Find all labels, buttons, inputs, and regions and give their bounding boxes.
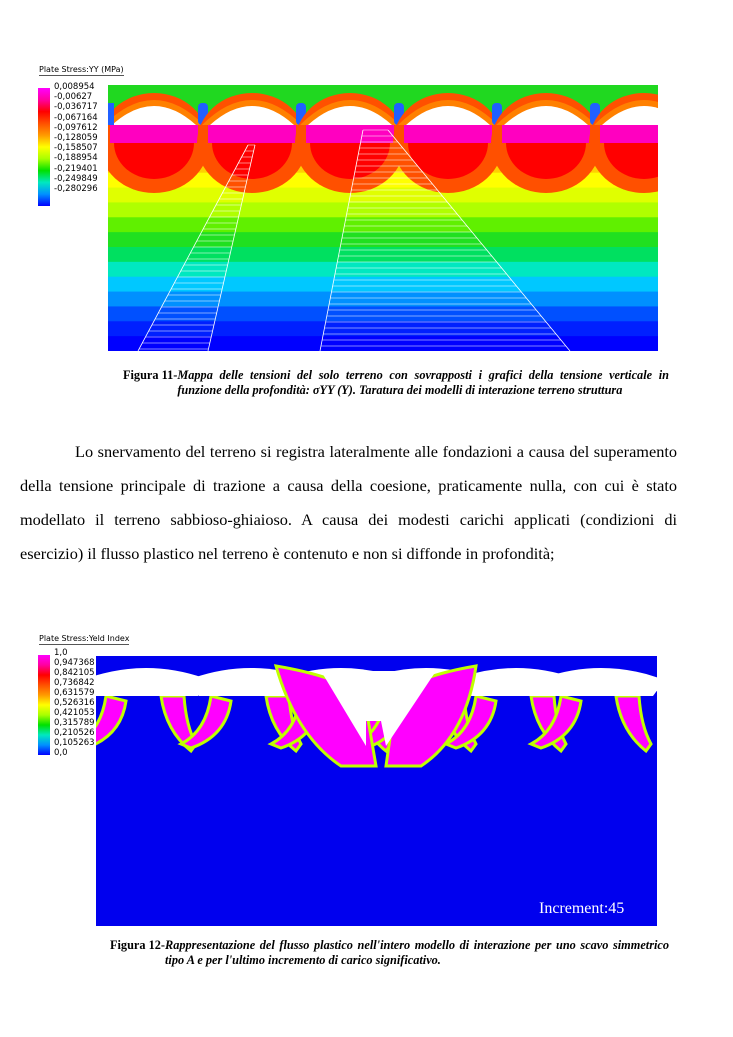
legend-value: -0,00627 bbox=[54, 92, 93, 103]
figure12-legend-colorbar bbox=[38, 655, 50, 755]
foundation-slab bbox=[404, 125, 492, 143]
legend-value: 0,631579 bbox=[54, 688, 95, 698]
plastic-zone bbox=[527, 694, 583, 750]
arch-void bbox=[210, 106, 294, 125]
foundation-void bbox=[96, 668, 204, 696]
arch-void bbox=[602, 106, 658, 125]
foundation-slab bbox=[208, 125, 296, 143]
figure11-legend-colorbar bbox=[38, 88, 50, 206]
legend-value: 0,210526 bbox=[54, 728, 95, 738]
legend-value: -0,128059 bbox=[54, 133, 98, 144]
figure12-yield-map bbox=[96, 656, 657, 926]
arch-void bbox=[504, 106, 588, 125]
legend-value: -0,067164 bbox=[54, 112, 98, 123]
legend-value: 0,526316 bbox=[54, 698, 95, 708]
figure12-caption-text: Rappresentazione del flusso plastico nel… bbox=[165, 938, 669, 967]
figure11-caption-label: Figura 11- bbox=[123, 368, 178, 382]
stress-band bbox=[108, 232, 658, 248]
stress-profile-line bbox=[207, 144, 256, 351]
legend-value: 1,0 bbox=[54, 648, 68, 658]
legend-value: 0,842105 bbox=[54, 668, 95, 678]
foundation-void bbox=[543, 668, 657, 696]
arch-void bbox=[112, 106, 196, 125]
stress-band bbox=[108, 202, 658, 219]
figure12-legend-title: Plate Stress:Yeld Index bbox=[39, 634, 130, 645]
stress-band bbox=[108, 217, 658, 234]
figure11-legend-labels: 0,008954 -0,00627 -0,036717 -0,067164 -0,097… bbox=[54, 82, 98, 194]
stress-band bbox=[108, 291, 658, 308]
foundation-slab bbox=[502, 125, 590, 143]
legend-value: -0,219401 bbox=[54, 163, 98, 174]
legend-value: 0,421053 bbox=[54, 708, 95, 718]
legend-value: -0,280296 bbox=[54, 184, 98, 195]
foundation-slab bbox=[306, 125, 394, 143]
legend-value: -0,249849 bbox=[54, 173, 98, 184]
plastic-zone bbox=[614, 694, 653, 754]
arch-void bbox=[406, 106, 490, 125]
figure12-legend-labels: 1,0 0,947368 0,842105 0,736842 0,631579 0,526… bbox=[54, 648, 95, 758]
legend-value: -0,097612 bbox=[54, 122, 98, 133]
stress-band bbox=[108, 276, 658, 293]
legend-value: 0,315789 bbox=[54, 718, 95, 728]
plastic-zone bbox=[96, 694, 128, 746]
figure11-caption: Figura 11- Mappa delle tensioni del solo … bbox=[123, 368, 669, 397]
figure12-caption: Figura 12- Rappresentazione del flusso pl… bbox=[110, 938, 669, 967]
foundation-slab bbox=[600, 125, 658, 143]
excavation-void bbox=[321, 671, 436, 746]
stress-band bbox=[108, 261, 658, 278]
stress-band bbox=[108, 321, 658, 338]
increment-label: Increment:45 bbox=[539, 900, 625, 917]
plastic-zone bbox=[177, 694, 233, 750]
legend-value: 0,008954 bbox=[54, 82, 95, 92]
arch-void bbox=[308, 106, 392, 125]
legend-value: -0,036717 bbox=[54, 102, 98, 113]
stress-profile-line bbox=[387, 129, 571, 351]
stress-band bbox=[108, 247, 658, 263]
legend-value: 0,0 bbox=[54, 748, 68, 758]
foundation-slab bbox=[110, 125, 198, 143]
legend-value: -0,158507 bbox=[54, 143, 98, 154]
figure11-caption-text: Mappa delle tensioni del solo terreno co… bbox=[177, 368, 669, 397]
legend-value: 0,736842 bbox=[54, 678, 95, 688]
legend-value: -0,188954 bbox=[54, 153, 98, 164]
figure12-caption-label: Figura 12- bbox=[110, 938, 165, 952]
body-paragraph: Lo snervamento del terreno si registra l… bbox=[20, 435, 677, 571]
figure11-legend-title: Plate Stress:YY (MPa) bbox=[39, 65, 124, 76]
pier bbox=[108, 103, 114, 125]
legend-value: 0,947368 bbox=[54, 658, 95, 668]
stress-band bbox=[108, 306, 658, 323]
plastic-zone bbox=[442, 694, 498, 750]
figure11-stress-map bbox=[108, 85, 658, 351]
stress-profile-line bbox=[137, 144, 249, 351]
stress-profile-line bbox=[319, 129, 364, 351]
body-paragraph-text: Lo snervamento del terreno si registra l… bbox=[20, 442, 677, 563]
legend-value: 0,105263 bbox=[54, 738, 95, 748]
